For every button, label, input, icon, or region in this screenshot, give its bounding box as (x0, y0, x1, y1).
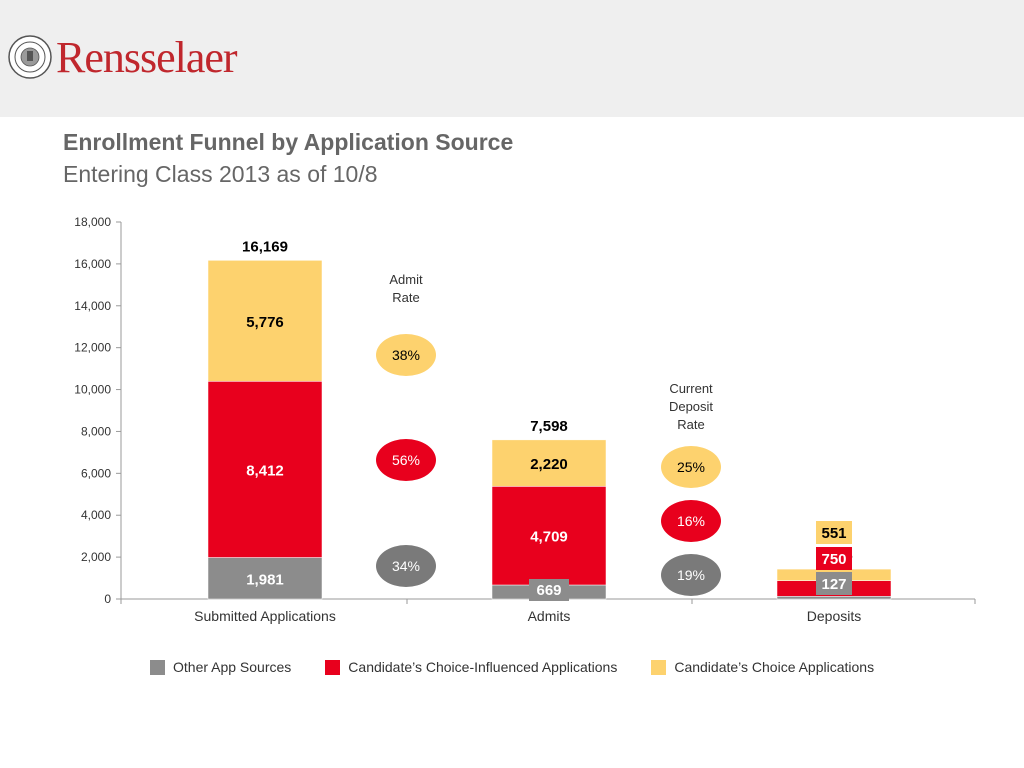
legend-label-influenced: Candidate’s Choice-Influenced Applicatio… (348, 659, 618, 675)
bar-value-label: 4,709 (530, 529, 568, 546)
rate-bubble (376, 439, 436, 481)
bar-segment (776, 596, 892, 600)
y-tick-label: 12,000 (74, 341, 111, 355)
y-tick-label: 6,000 (81, 466, 111, 480)
brand-logo: Rensselaer (56, 33, 238, 82)
legend-label-other: Other App Sources (173, 659, 292, 675)
y-tick-label: 16,000 (74, 257, 111, 271)
bar-value-label: 669 (536, 582, 561, 599)
rate-value: 16% (677, 513, 705, 529)
rate-value: 25% (677, 459, 705, 475)
rate-label: Admit (389, 272, 423, 287)
rate-value: 56% (392, 452, 420, 468)
bar-value-label: 1,981 (246, 571, 284, 588)
bar-segment (207, 260, 323, 382)
rate-bubble (661, 554, 721, 596)
deposit-callout-box (816, 547, 852, 570)
value-label-bg (529, 578, 569, 601)
legend-swatch-other (150, 659, 165, 675)
x-tick-label: Admits (528, 608, 571, 624)
bar-segment (207, 557, 323, 600)
legend: Other App Sources Candidate’s Choice-Inf… (150, 657, 908, 677)
y-tick-label: 0 (104, 592, 111, 606)
x-tick-label: Deposits (807, 608, 861, 624)
bar-segment (207, 381, 323, 558)
deposit-value-label: 750 (821, 551, 846, 568)
bar-total-label: 7,598 (530, 418, 568, 435)
rensselaer-seal-icon (8, 35, 52, 79)
chart-title: Enrollment Funnel by Application Source (63, 129, 514, 155)
bar-value-label: 8,412 (246, 462, 284, 479)
rate-value: 19% (677, 567, 705, 583)
bar-segment (491, 439, 607, 487)
rate-bubble (661, 500, 721, 542)
legend-swatch-influenced (325, 659, 341, 675)
deposit-callout-box (816, 572, 852, 595)
rate-bubble (661, 446, 721, 488)
chart-subtitle: Entering Class 2013 as of 10/8 (63, 161, 378, 187)
bar-value-label: 5,776 (246, 314, 284, 331)
legend-item-influenced: Candidate’s Choice-Influenced Applicatio… (325, 659, 617, 675)
bar-total-label: 16,169 (242, 238, 288, 255)
legend-item-choice: Candidate’s Choice Applications (651, 659, 874, 675)
rate-label: Rate (392, 290, 419, 305)
legend-item-other: Other App Sources (150, 659, 291, 675)
x-tick-label: Submitted Applications (194, 608, 336, 624)
rate-bubble (376, 545, 436, 587)
header-band (0, 0, 1024, 117)
deposit-callout-box (816, 521, 852, 544)
rate-label: Rate (677, 417, 704, 432)
deposit-value-label: 127 (821, 576, 846, 593)
rate-value: 34% (392, 558, 420, 574)
rate-bubble (376, 334, 436, 376)
rate-value: 38% (392, 347, 420, 363)
rate-label: Deposit (669, 399, 713, 414)
y-tick-label: 18,000 (74, 215, 111, 229)
legend-label-choice: Candidate’s Choice Applications (674, 659, 875, 675)
y-tick-label: 14,000 (74, 299, 111, 313)
bar-value-label: 2,220 (530, 456, 568, 473)
y-tick-label: 2,000 (81, 550, 111, 564)
y-tick-label: 8,000 (81, 424, 111, 438)
deposit-value-label: 551 (821, 525, 846, 542)
y-tick-label: 10,000 (74, 383, 111, 397)
legend-swatch-choice (651, 659, 667, 675)
bar-segment (491, 486, 607, 586)
y-tick-label: 4,000 (81, 508, 111, 522)
rate-label: Current (669, 381, 713, 396)
